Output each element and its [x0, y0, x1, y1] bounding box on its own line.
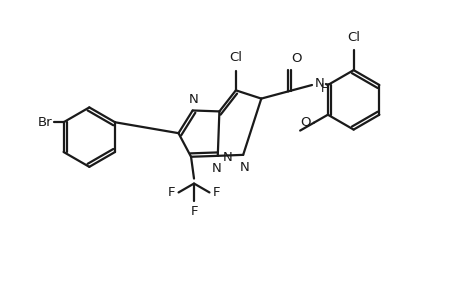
Text: Cl: Cl — [347, 32, 359, 44]
Text: H: H — [320, 82, 329, 95]
Text: N: N — [314, 76, 324, 89]
Text: F: F — [190, 205, 197, 218]
Text: N: N — [222, 151, 232, 164]
Text: F: F — [212, 186, 219, 199]
Text: N: N — [212, 162, 221, 175]
Text: F: F — [168, 186, 175, 199]
Text: Br: Br — [38, 116, 53, 129]
Text: Cl: Cl — [229, 51, 242, 64]
Text: N: N — [188, 92, 198, 106]
Text: N: N — [239, 161, 248, 174]
Text: O: O — [300, 116, 310, 129]
Text: O: O — [291, 52, 301, 65]
